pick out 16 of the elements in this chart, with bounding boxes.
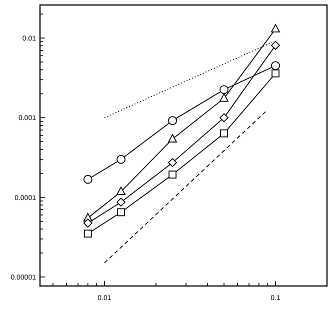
point (168, 116, 177, 126)
point (271, 61, 280, 70)
point (168, 158, 177, 168)
point (168, 134, 177, 142)
point (168, 170, 176, 179)
point (116, 186, 126, 196)
point (116, 198, 126, 207)
point (220, 129, 228, 138)
point (220, 113, 228, 122)
point (116, 154, 126, 164)
point (117, 208, 125, 216)
point (220, 93, 228, 102)
point (272, 69, 280, 78)
point (220, 85, 228, 94)
point (271, 24, 280, 32)
point (271, 40, 280, 50)
